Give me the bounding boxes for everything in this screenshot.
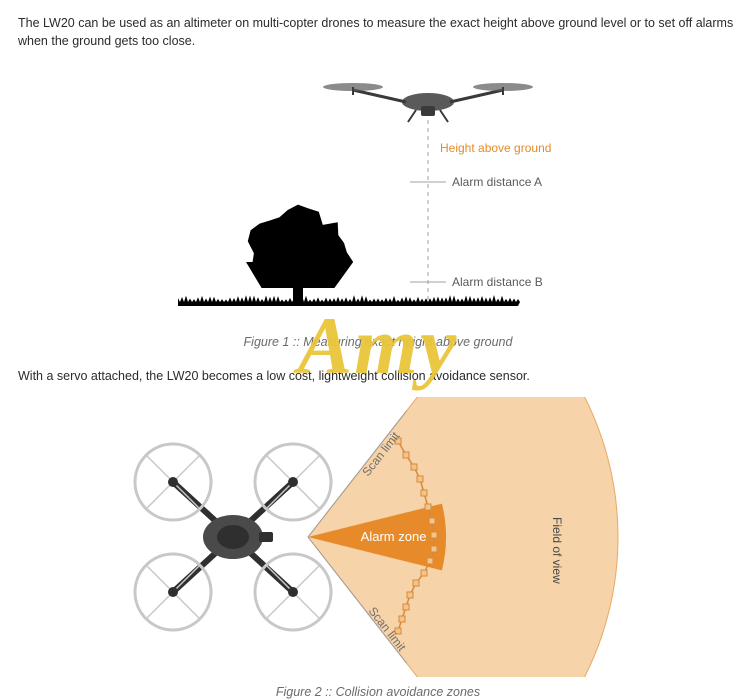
label-alarm-distance-b: Alarm distance B — [452, 275, 543, 289]
label-field-of-view: Field of view — [550, 517, 564, 584]
figure-2: Scan limit Scan limit Alarm zone Field o… — [18, 397, 738, 699]
label-height-above-ground: Height above ground — [440, 141, 551, 155]
intro-paragraph-1: The LW20 can be used as an altimeter on … — [18, 14, 738, 50]
figure-2-diagram: Scan limit Scan limit Alarm zone Field o… — [98, 397, 658, 677]
figure-1: Height above ground Alarm distance A Ala… — [18, 62, 738, 349]
label-alarm-zone: Alarm zone — [361, 529, 427, 544]
figure-1-caption: Figure 1 :: Measuring exact height above… — [18, 335, 738, 349]
intro-paragraph-2: With a servo attached, the LW20 becomes … — [18, 367, 738, 385]
label-alarm-distance-a: Alarm distance A — [452, 175, 542, 189]
figure-2-caption: Figure 2 :: Collision avoidance zones — [18, 685, 738, 699]
figure-1-diagram: Height above ground Alarm distance A Ala… — [118, 62, 638, 327]
